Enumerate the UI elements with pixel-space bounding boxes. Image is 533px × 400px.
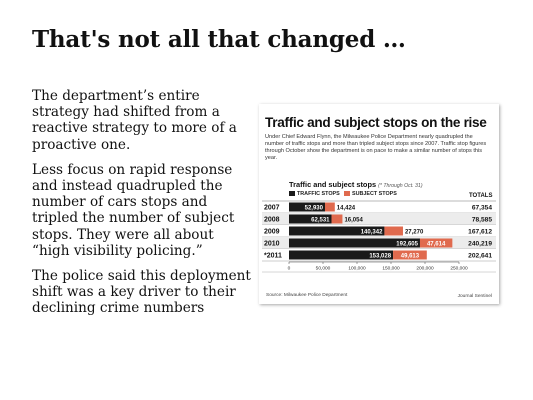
legend-swatch-traffic	[289, 191, 295, 197]
year-label: 2007	[264, 205, 280, 212]
bar-traffic-stops	[289, 226, 385, 236]
graphic-credit: Journal Sentinel	[457, 294, 492, 299]
x-tick-label: 0	[288, 266, 291, 272]
bullet-item: Less focus on rapid response and instead…	[32, 161, 235, 259]
chart-note: (* Through Oct. 31)	[378, 183, 423, 189]
total-value: 67,354	[472, 205, 493, 212]
total-value: 202,641	[468, 253, 492, 260]
year-label: *2011	[264, 253, 282, 260]
subject-value-label: 16,054	[344, 217, 363, 223]
total-value: 78,585	[472, 217, 493, 224]
traffic-value-label: 140,342	[361, 229, 383, 235]
graphic-source: Source: Milwaukee Police Department	[266, 293, 348, 298]
total-value: 167,612	[468, 229, 492, 236]
legend-swatch-subject	[344, 191, 350, 197]
traffic-value-label: 62,531	[311, 217, 330, 223]
graphic-description: Under Chief Edward Flynn, the Milwaukee …	[265, 134, 487, 162]
traffic-value-label: 192,605	[396, 241, 418, 247]
legend-item-traffic: TRAFFIC STOPS	[289, 191, 340, 197]
legend-label-traffic: TRAFFIC STOPS	[297, 191, 340, 197]
bullet-item: The police said this deployment shift wa…	[32, 268, 251, 317]
bar-subject-stops	[324, 202, 335, 212]
bar-subject-stops	[331, 214, 343, 224]
chart-title: Traffic and subject stops (* Through Oct…	[289, 180, 423, 189]
x-tick-label: 250,000	[450, 266, 468, 272]
subject-value-label: 27,270	[405, 229, 424, 235]
chart-title-text: Traffic and subject stops	[289, 180, 377, 189]
stacked-bar-chart: 2007 52,930 14,424 67,354 2008 62,531 16,054 78…	[262, 200, 496, 273]
graphic-headline: Traffic and subject stops on the rise	[265, 115, 487, 130]
bar-subject-stops	[419, 238, 453, 248]
slide-title: That's not all that changed …	[32, 26, 406, 53]
bar-traffic-stops	[289, 238, 420, 248]
year-label: 2009	[264, 229, 280, 236]
news-graphic: Traffic and subject stops on the rise Un…	[259, 104, 499, 304]
bar-traffic-stops	[289, 202, 325, 212]
year-label: 2010	[264, 241, 280, 248]
traffic-value-label: 52,930	[305, 205, 324, 211]
legend-item-subject: SUBJECT STOPS	[344, 191, 397, 197]
bullet-list: The department’s entire strategy had shi…	[32, 88, 254, 326]
x-tick-label: 200,000	[416, 266, 434, 272]
totals-header: TOTALS	[469, 193, 493, 199]
x-tick-label: 50,000	[316, 266, 331, 272]
subject-value-label: 47,614	[427, 241, 446, 247]
bullet-item: The department’s entire strategy had shi…	[32, 88, 237, 153]
subject-value-label: 49,613	[401, 253, 420, 259]
x-tick-label: 150,000	[382, 266, 400, 272]
traffic-value-label: 153,028	[369, 253, 391, 259]
legend-label-subject: SUBJECT STOPS	[352, 191, 397, 197]
subject-value-label: 14,424	[337, 205, 356, 211]
bar-traffic-stops	[289, 214, 332, 224]
bar-traffic-stops	[289, 250, 394, 260]
x-tick-label: 100,000	[348, 266, 366, 272]
bar-subject-stops	[384, 226, 403, 236]
year-label: 2008	[264, 217, 280, 224]
bar-subject-stops	[393, 250, 427, 260]
total-value: 240,219	[468, 241, 492, 248]
